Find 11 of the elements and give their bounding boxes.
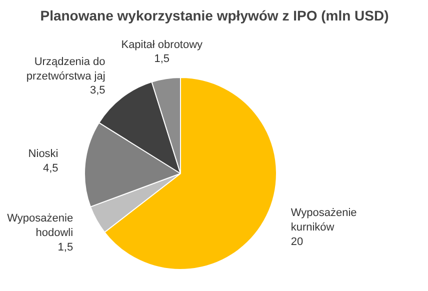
data-label: 1,5 — [154, 53, 170, 66]
chart-title: Planowane wykorzystanie wpływów z IPO (mln USD) — [40, 8, 389, 24]
data-label: 20 — [290, 236, 304, 248]
slice-label: Wyposażenie kurników — [290, 207, 357, 234]
data-label: 1,5 — [58, 242, 74, 254]
slice-label: Wyposażenie hodowli — [7, 212, 74, 240]
data-label: 3,5 — [90, 84, 106, 97]
slice-label: Nioski — [28, 148, 58, 160]
slice-label: Urządzenia do przetwórstwa jaj — [26, 56, 106, 82]
data-label: 4,5 — [42, 162, 58, 174]
slice-label: Kapitał obrotowy — [121, 38, 204, 51]
